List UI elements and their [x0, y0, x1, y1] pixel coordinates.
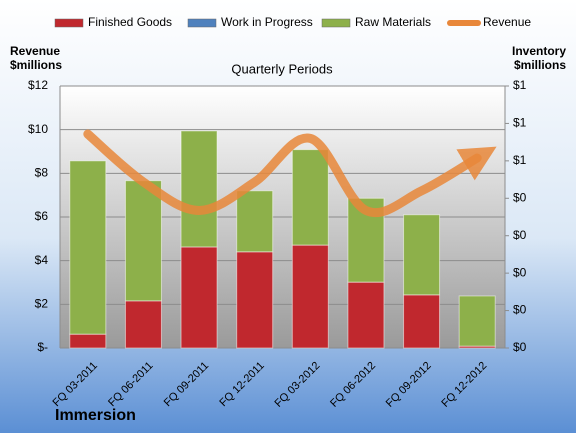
y2-tick-label: $0: [513, 190, 527, 204]
legend-label: Revenue: [483, 15, 531, 29]
bar: [124, 300, 162, 349]
bar: [291, 149, 329, 246]
bar: [236, 251, 274, 349]
y2-tick-label: $0: [513, 265, 527, 279]
legend-label: Work in Progress: [221, 15, 313, 29]
bar: [124, 180, 162, 302]
y-label: $millions: [10, 58, 62, 72]
bar: [69, 333, 107, 349]
y-tick-label: $6: [35, 209, 49, 223]
y-tick-label: $4: [35, 253, 49, 267]
bar: [291, 244, 329, 349]
y-tick-label: $-: [37, 340, 48, 354]
bar: [69, 160, 107, 335]
bar: [180, 130, 218, 248]
bar: [347, 281, 385, 349]
y-label: Revenue: [10, 44, 60, 58]
bar: [236, 190, 274, 253]
y2-tick-label: $0: [513, 228, 527, 242]
legend-swatch: [187, 18, 217, 28]
chart-title: Quarterly Periods: [231, 61, 333, 76]
bar: [403, 214, 441, 296]
y2-tick-label: $1: [513, 116, 527, 130]
y-tick-label: $8: [35, 166, 49, 180]
y-tick-label: $10: [28, 122, 48, 136]
y2-tick-label: $1: [513, 153, 527, 167]
revenue-line: [83, 129, 497, 217]
legend-swatch: [321, 18, 351, 28]
footer: Immersion: [55, 407, 136, 424]
legend-swatch: [54, 18, 84, 28]
bar: [403, 294, 441, 349]
bar: [458, 295, 496, 347]
y2-tick-label: $0: [513, 340, 527, 354]
bar: [180, 246, 218, 349]
y-tick-label: $12: [28, 78, 48, 92]
y2-tick-label: $0: [513, 303, 527, 317]
y2-label: $millions: [514, 58, 566, 72]
y2-label: Inventory: [512, 44, 566, 58]
legend-label: Finished Goods: [88, 15, 172, 29]
legend-label: Raw Materials: [355, 15, 431, 29]
y-tick-label: $2: [35, 297, 49, 311]
y2-tick-label: $1: [513, 78, 527, 92]
